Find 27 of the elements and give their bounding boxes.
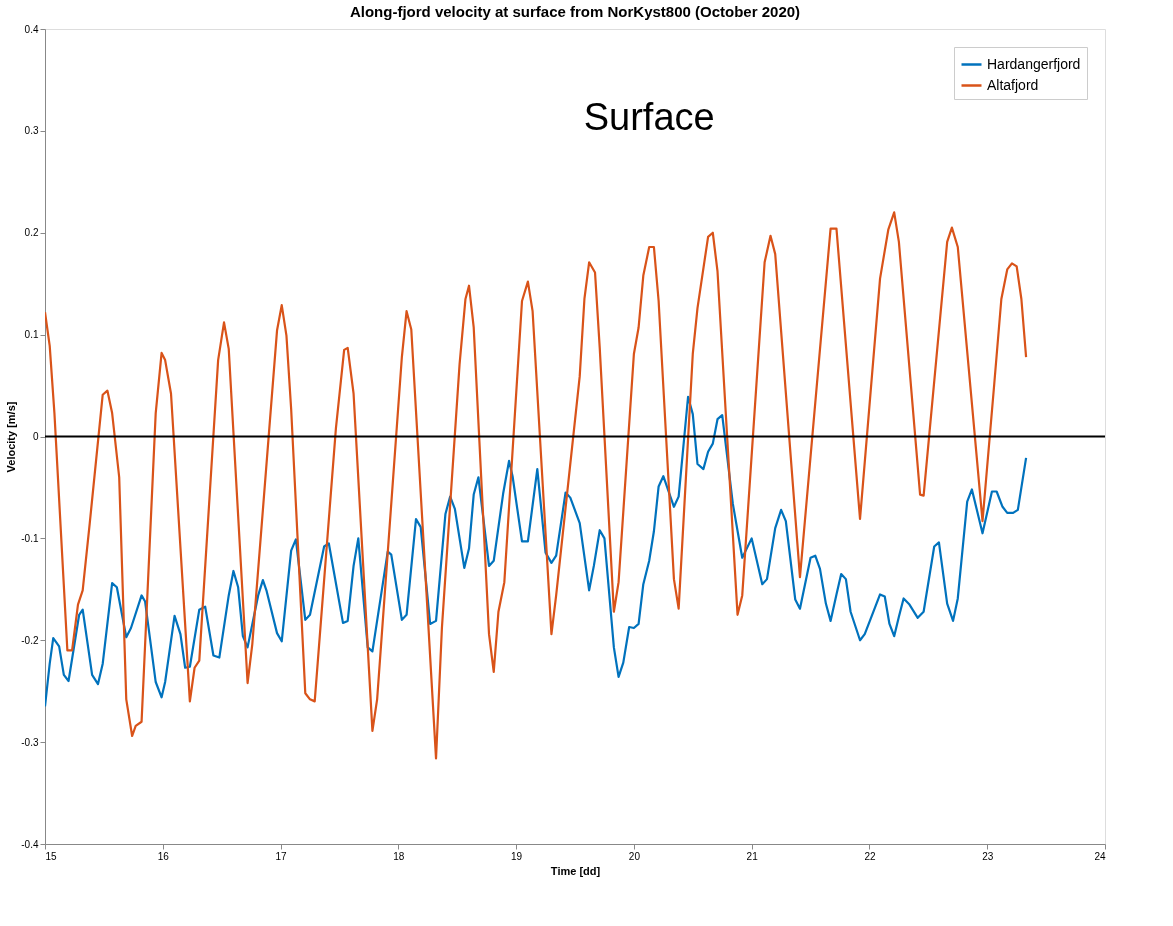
y-tick-label: 0.1	[24, 329, 39, 341]
x-tick-label: 23	[982, 850, 994, 862]
line-series	[45, 395, 1028, 708]
x-tick-label: 20	[628, 850, 641, 862]
y-tick-label: -0.3	[21, 736, 39, 748]
x-tick-label: 17	[275, 850, 288, 862]
x-axis-title: Time [dd]	[550, 864, 601, 877]
x-tick-label: 19	[511, 850, 523, 862]
y-tick-label: 0.3	[24, 125, 39, 137]
y-tick-label: -0.2	[21, 634, 39, 646]
y-axis-title: Velocity [m/s]	[5, 401, 18, 473]
x-tick-label: 18	[393, 850, 405, 862]
legend-label: Altafjord	[987, 76, 1039, 93]
legend-label: Hardangerfjord	[987, 55, 1081, 72]
y-tick-label: 0.2	[24, 227, 39, 239]
x-tick-label: 24	[1094, 850, 1106, 862]
y-tick-label: -0.4	[21, 838, 39, 850]
line-series	[45, 211, 1028, 760]
x-tick-label: 21	[746, 850, 759, 862]
y-tick-label: 0	[32, 431, 39, 442]
chart-title: Along-fjord velocity at surface from NorKyst800 (October 2020)	[349, 3, 801, 20]
x-tick-label: 16	[157, 850, 170, 862]
y-tick-label: 0.4	[24, 23, 39, 35]
y-tick-label: -0.1	[21, 532, 39, 544]
annotation: Surface	[583, 95, 715, 138]
x-tick-label: 22	[864, 850, 876, 862]
x-tick-label: 15	[45, 850, 58, 862]
